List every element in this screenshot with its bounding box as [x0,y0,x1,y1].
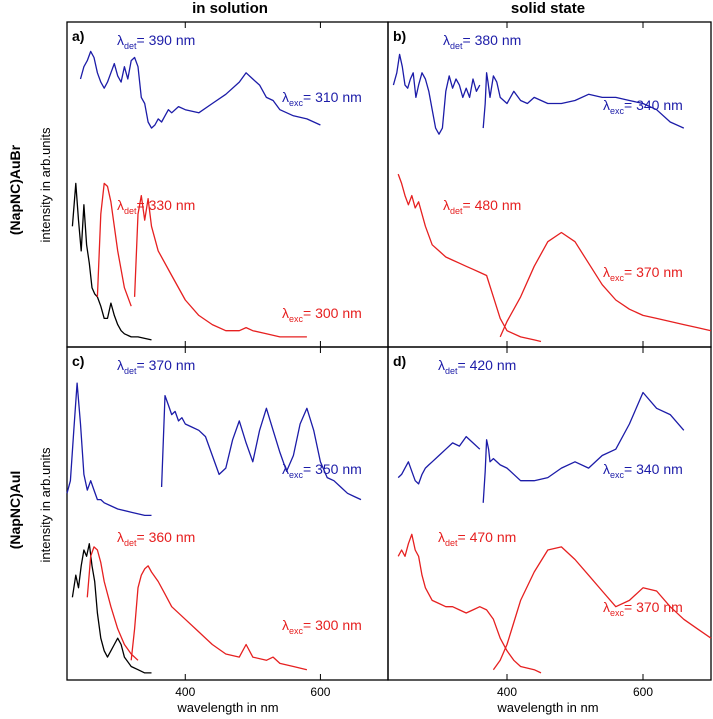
annotation-lambda-det: λdet= 420 nm [438,357,516,376]
row-title-aui: (NapNC)AuI [7,471,23,550]
series-blue-4 [79,50,321,129]
annotation-lambda-det: λdet= 480 nm [443,197,521,216]
annotation-lambda-exc: λexc= 340 nm [603,97,683,116]
annotation-lambda-det: λdet= 330 nm [117,197,195,216]
row-title-aubr: (NapNC)AuBr [7,144,23,235]
annotation-lambda-exc: λexc= 300 nm [282,617,362,636]
panel-3: 400 600 c) λdet= 370 nm λexc= 350 nm λdet= 36… [66,346,389,699]
series-red-5 [130,565,308,671]
series-red-3 [133,194,307,338]
series-red-3 [397,533,542,674]
annotation-lambda-exc: λexc= 340 nm [603,461,683,480]
panel-letter: c) [72,353,84,369]
series-red-3 [397,173,542,343]
annotation-lambda-exc: λexc= 370 nm [603,264,683,283]
y-axis-label-bottom: intensity in arb.units [38,447,53,562]
series-black-1 [71,182,152,341]
annotation-lambda-det: λdet= 390 nm [117,32,195,51]
column-title-solid: solid state [511,0,585,17]
annotation-lambda-det: λdet= 380 nm [443,32,521,51]
y-axis-label-top: intensity in arb.units [38,127,53,242]
series-blue-1 [66,382,152,517]
series-red-4 [499,231,712,338]
panel-2: b) λdet= 380 nm λexc= 340 nm λdet= 480 nm λe… [387,21,712,348]
x-axis-label-left: wavelength in nm [176,700,278,715]
panel-1: a) λdet= 390 nm λexc= 310 nm λdet= 330 nm λe… [66,21,389,348]
series-red-4 [492,546,712,671]
annotation-lambda-det: λdet= 360 nm [117,529,195,548]
x-axis-label-right: wavelength in nm [496,700,598,715]
annotation-lambda-exc: λexc= 310 nm [282,89,362,108]
column-title-solution: in solution [192,0,268,17]
series-red-4 [86,546,139,661]
panel-4: 400 600 d) λdet= 420 nm λexc= 340 nm λdet= 47… [387,346,712,699]
panel-frame [66,21,389,348]
series-red-2 [96,182,132,307]
x-tick-label: 400 [175,685,195,699]
x-tick-label: 400 [497,685,517,699]
panel-frame [387,21,712,348]
series-black-3 [71,543,152,674]
annotation-lambda-exc: λexc= 350 nm [282,461,362,480]
series-blue-2 [160,394,362,501]
series-blue-1 [397,435,481,485]
series-blue-2 [482,72,685,129]
annotation-lambda-det: λdet= 370 nm [117,357,195,376]
x-tick-label: 600 [633,685,653,699]
x-tick-label: 600 [310,685,330,699]
annotation-lambda-exc: λexc= 370 nm [603,599,683,618]
panel-letter: b) [393,28,406,44]
series-blue-1 [392,53,481,135]
panel-letter: d) [393,353,406,369]
annotation-lambda-exc: λexc= 300 nm [282,305,362,324]
panel-frame [387,346,712,681]
series-blue-2 [482,391,685,503]
panel-letter: a) [72,28,84,44]
annotation-lambda-det: λdet= 470 nm [438,529,516,548]
